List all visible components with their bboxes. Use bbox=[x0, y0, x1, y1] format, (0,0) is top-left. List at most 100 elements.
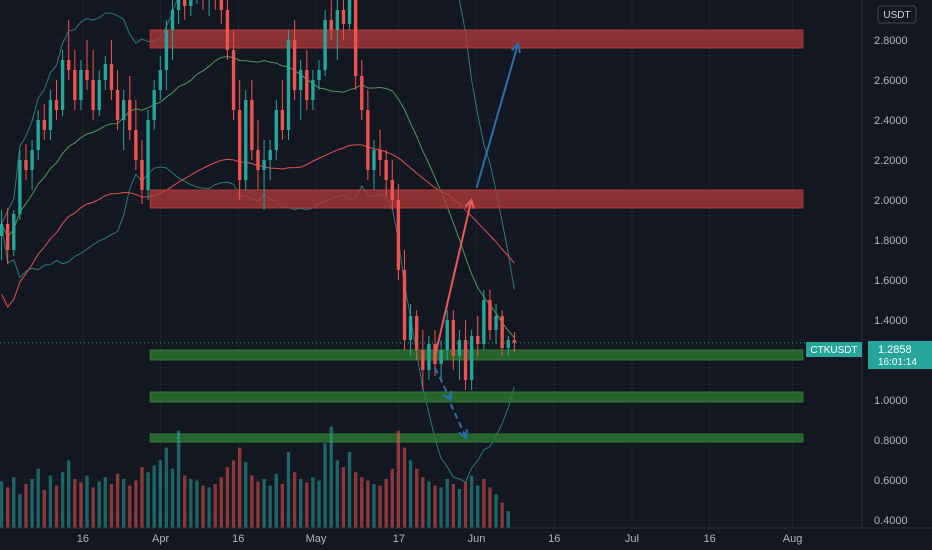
volume-bar bbox=[256, 481, 260, 528]
time-axis[interactable]: 16 Apr 16 May 17 Jun 16 Jul 16 Aug bbox=[0, 527, 932, 545]
candle-body bbox=[463, 340, 468, 380]
currency-badge[interactable]: USDT bbox=[877, 5, 917, 24]
candle-body bbox=[402, 270, 407, 340]
candle-body bbox=[457, 340, 462, 356]
zone-support-2 bbox=[149, 391, 804, 403]
volume-bar bbox=[0, 481, 4, 528]
candle-body bbox=[54, 100, 59, 110]
candle-body bbox=[311, 80, 315, 100]
candle-body bbox=[390, 180, 394, 200]
bollinger-basis bbox=[1, 56, 515, 339]
candle-body bbox=[427, 344, 431, 370]
volume-bar bbox=[305, 482, 309, 528]
candle-body bbox=[341, 10, 346, 24]
x-tick-label: 16 bbox=[548, 533, 560, 545]
volume-bar bbox=[347, 451, 352, 528]
candle-body bbox=[335, 10, 340, 30]
volume-bar bbox=[323, 443, 327, 528]
candle-body bbox=[115, 90, 120, 120]
candle-body bbox=[24, 160, 28, 170]
y-tick-label: 1.6000 bbox=[874, 275, 908, 287]
y-tick-label: 0.8000 bbox=[874, 435, 908, 447]
candle-body bbox=[48, 100, 53, 130]
volume-bar bbox=[189, 478, 193, 528]
y-tick-label: 1.8000 bbox=[874, 235, 908, 247]
candle-body bbox=[286, 40, 291, 130]
x-tick-label: Apr bbox=[152, 533, 169, 545]
volume-bar bbox=[5, 487, 10, 528]
volume-bar bbox=[439, 487, 443, 528]
volume-bar bbox=[341, 467, 346, 528]
volume-bar bbox=[329, 426, 333, 528]
volume-bar bbox=[415, 468, 419, 528]
volume-bar bbox=[24, 484, 28, 528]
bollinger-upper bbox=[1, 0, 515, 290]
volume-bar bbox=[433, 485, 437, 528]
candle-body bbox=[274, 110, 278, 150]
volume-bar bbox=[451, 484, 456, 528]
candle-body bbox=[244, 100, 248, 180]
candle-body bbox=[366, 110, 370, 170]
x-tick-label: Aug bbox=[783, 533, 803, 545]
candle-body bbox=[396, 200, 401, 270]
y-tick-label: 1.0000 bbox=[874, 395, 908, 407]
candle-body bbox=[268, 150, 272, 160]
y-tick-label: 1.4000 bbox=[874, 315, 908, 327]
price-axis[interactable]: 2.8000 2.6000 2.4000 2.2000 2.0000 1.8000 1.60… bbox=[861, 0, 932, 550]
volume-bar bbox=[274, 473, 278, 528]
candle-body bbox=[299, 70, 303, 90]
candle-body bbox=[0, 224, 4, 236]
volume-bar bbox=[372, 484, 376, 528]
volume-bar bbox=[360, 477, 364, 528]
volume-bar bbox=[445, 478, 449, 528]
candle-body bbox=[445, 320, 449, 350]
candle-body bbox=[170, 10, 175, 30]
volume-bar bbox=[18, 494, 22, 528]
candle-body bbox=[292, 40, 297, 90]
candle-body bbox=[231, 50, 236, 110]
candlesticks bbox=[0, 0, 517, 390]
candle-body bbox=[347, 0, 352, 24]
candle-body bbox=[30, 150, 34, 170]
candle-body bbox=[225, 10, 230, 50]
volume-bar bbox=[244, 462, 248, 528]
y-tick-label: 0.4000 bbox=[874, 515, 908, 527]
candle-body bbox=[323, 20, 327, 70]
candle-body bbox=[329, 20, 333, 30]
volume-bar bbox=[85, 475, 89, 528]
volume-bar bbox=[262, 478, 266, 528]
candle-body bbox=[415, 316, 419, 350]
y-tick-label: 2.4000 bbox=[874, 115, 908, 127]
candle-body bbox=[262, 160, 266, 170]
volume-bar bbox=[79, 482, 83, 528]
volume-bar bbox=[134, 480, 138, 528]
volume-bar bbox=[390, 468, 394, 528]
x-tick-label: 16 bbox=[232, 533, 244, 545]
volume-bar bbox=[250, 475, 254, 528]
volume-bar bbox=[176, 430, 181, 528]
volume-bar bbox=[12, 477, 16, 528]
zone-support-1 bbox=[149, 349, 804, 361]
candle-body bbox=[91, 80, 95, 110]
volume-bar bbox=[280, 484, 285, 528]
symbol-label: CTKUSDT bbox=[810, 345, 857, 356]
volume-bar bbox=[170, 468, 175, 528]
candle-body bbox=[250, 100, 254, 150]
volume-bar bbox=[219, 477, 224, 528]
candle-body bbox=[73, 70, 77, 100]
volume-bar bbox=[396, 430, 401, 528]
volume-bar bbox=[469, 475, 474, 528]
volume-bar bbox=[97, 481, 101, 528]
volume-bar bbox=[67, 460, 71, 528]
volume-bar bbox=[36, 468, 40, 528]
down-arrow-1-head bbox=[442, 390, 453, 402]
volume-bar bbox=[500, 502, 504, 528]
projection-arrows bbox=[434, 41, 521, 440]
x-tick-label: May bbox=[306, 533, 327, 545]
candle-body bbox=[384, 160, 388, 180]
volume-bar bbox=[115, 473, 120, 528]
candle-body bbox=[476, 336, 480, 344]
volume-bar bbox=[476, 485, 480, 528]
y-tick-label: 2.8000 bbox=[874, 35, 908, 47]
